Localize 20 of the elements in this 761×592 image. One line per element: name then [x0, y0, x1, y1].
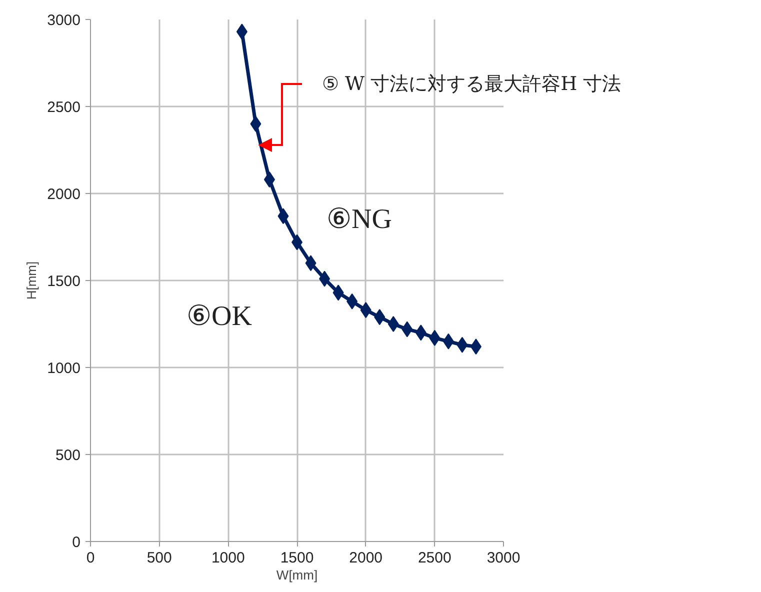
- x-axis-title: W[mm]: [276, 568, 318, 582]
- x-tick-label: 2500: [418, 550, 452, 566]
- y-tick-label: 2000: [47, 186, 81, 203]
- annotation: ⑥NG: [326, 204, 392, 235]
- y-axis-title: H[mm]: [24, 261, 40, 300]
- x-tick-label: 1500: [280, 550, 314, 566]
- x-tick-label: 0: [86, 550, 95, 566]
- annotation: ⑤ W 寸法に対する最大許容H 寸法: [322, 72, 622, 97]
- y-tick-label: 500: [55, 447, 81, 464]
- y-tick-label: 0: [72, 534, 80, 551]
- y-tick-label: 1000: [47, 360, 81, 377]
- x-tick-label: 500: [146, 550, 172, 566]
- point: [388, 316, 399, 332]
- x-tick-label: 2000: [349, 550, 383, 566]
- x-tick-label: 1000: [211, 550, 245, 566]
- x-tick-label: 3000: [486, 550, 520, 566]
- y-tick-label: 1500: [47, 273, 81, 290]
- annotation: ⑥OK: [186, 301, 252, 332]
- y-tick-label: 2500: [47, 99, 81, 116]
- y-tick-label: 3000: [47, 12, 81, 29]
